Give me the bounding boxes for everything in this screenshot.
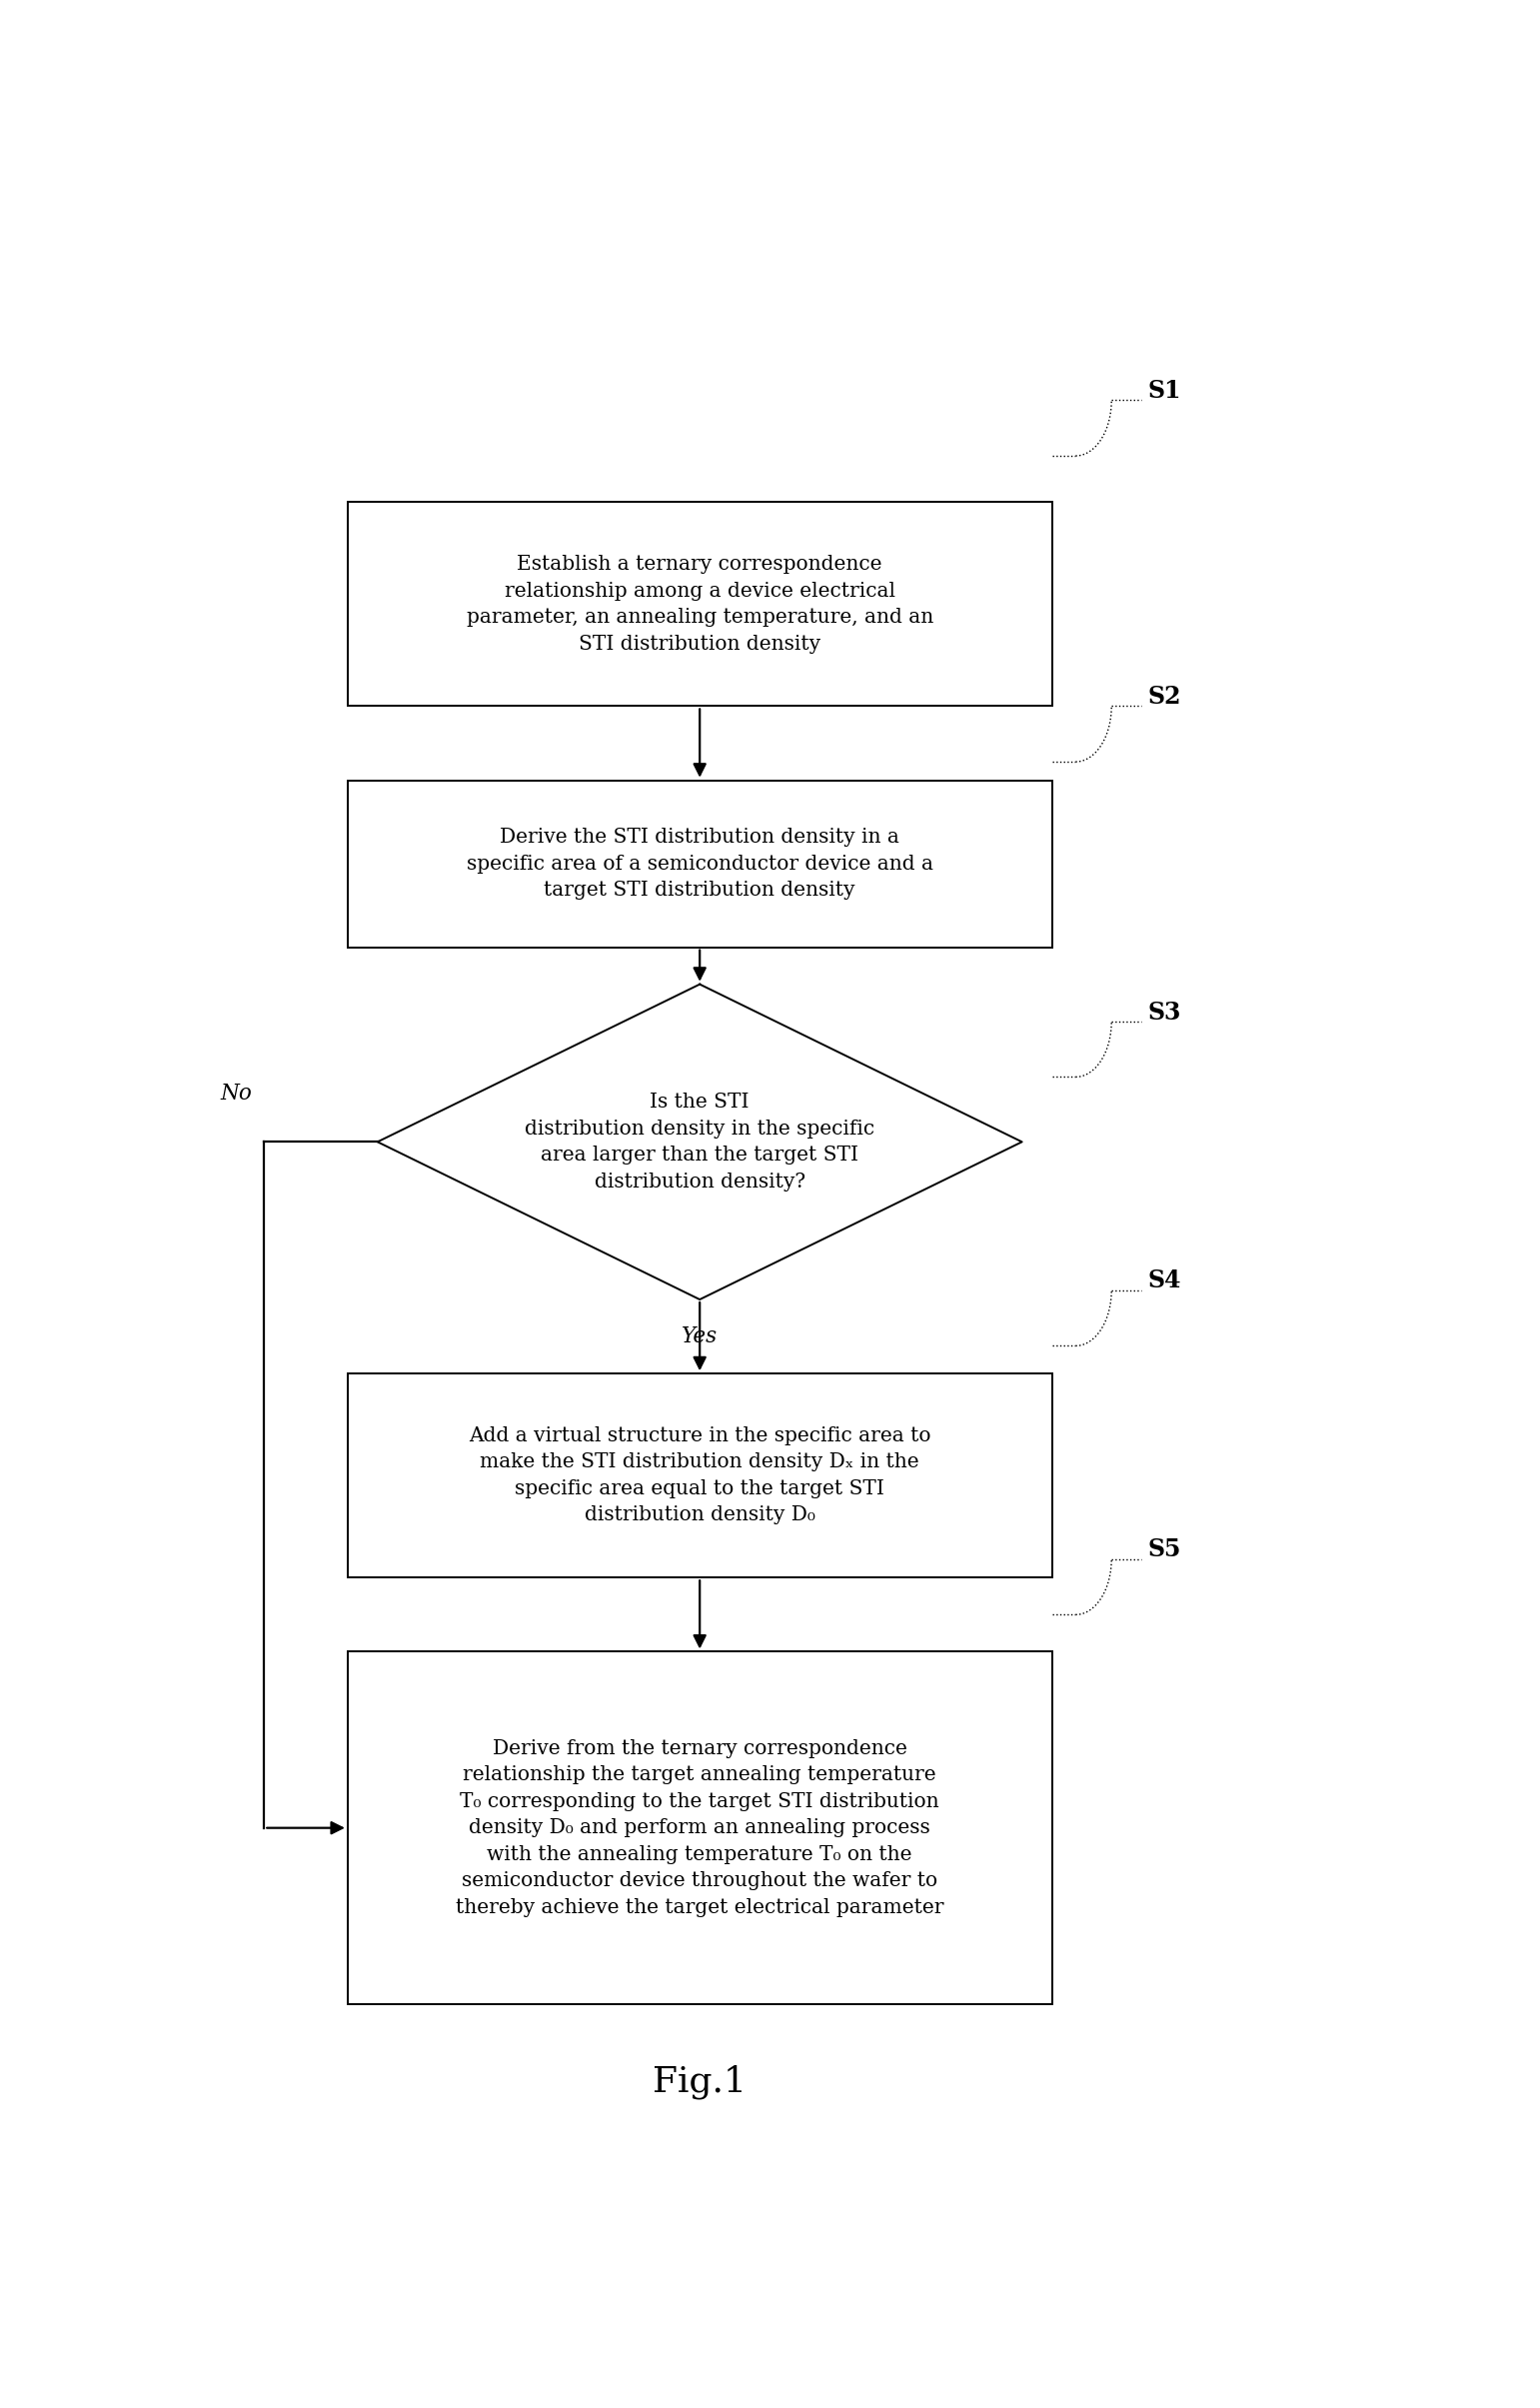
Text: S1: S1 <box>1147 378 1181 402</box>
Text: Add a virtual structure in the specific area to
make the STI distribution densit: Add a virtual structure in the specific … <box>468 1426 930 1524</box>
Text: S2: S2 <box>1147 684 1181 708</box>
Text: S3: S3 <box>1147 999 1181 1023</box>
Text: Fig.1: Fig.1 <box>653 2064 747 2100</box>
Polygon shape <box>377 985 1023 1300</box>
Bar <box>348 1652 1052 2003</box>
Bar <box>348 780 1052 946</box>
Text: S5: S5 <box>1147 1539 1181 1563</box>
Text: Derive from the ternary correspondence
relationship the target annealing tempera: Derive from the ternary correspondence r… <box>456 1739 944 1917</box>
Bar <box>348 1373 1052 1577</box>
Text: Derive the STI distribution density in a
specific area of a semiconductor device: Derive the STI distribution density in a… <box>467 828 933 901</box>
Text: No: No <box>220 1084 253 1105</box>
Text: Establish a ternary correspondence
relationship among a device electrical
parame: Establish a ternary correspondence relat… <box>467 554 933 653</box>
Text: Yes: Yes <box>682 1324 718 1348</box>
Bar <box>348 503 1052 706</box>
Text: Is the STI
distribution density in the specific
area larger than the target STI
: Is the STI distribution density in the s… <box>525 1093 875 1192</box>
Text: S4: S4 <box>1147 1269 1181 1293</box>
